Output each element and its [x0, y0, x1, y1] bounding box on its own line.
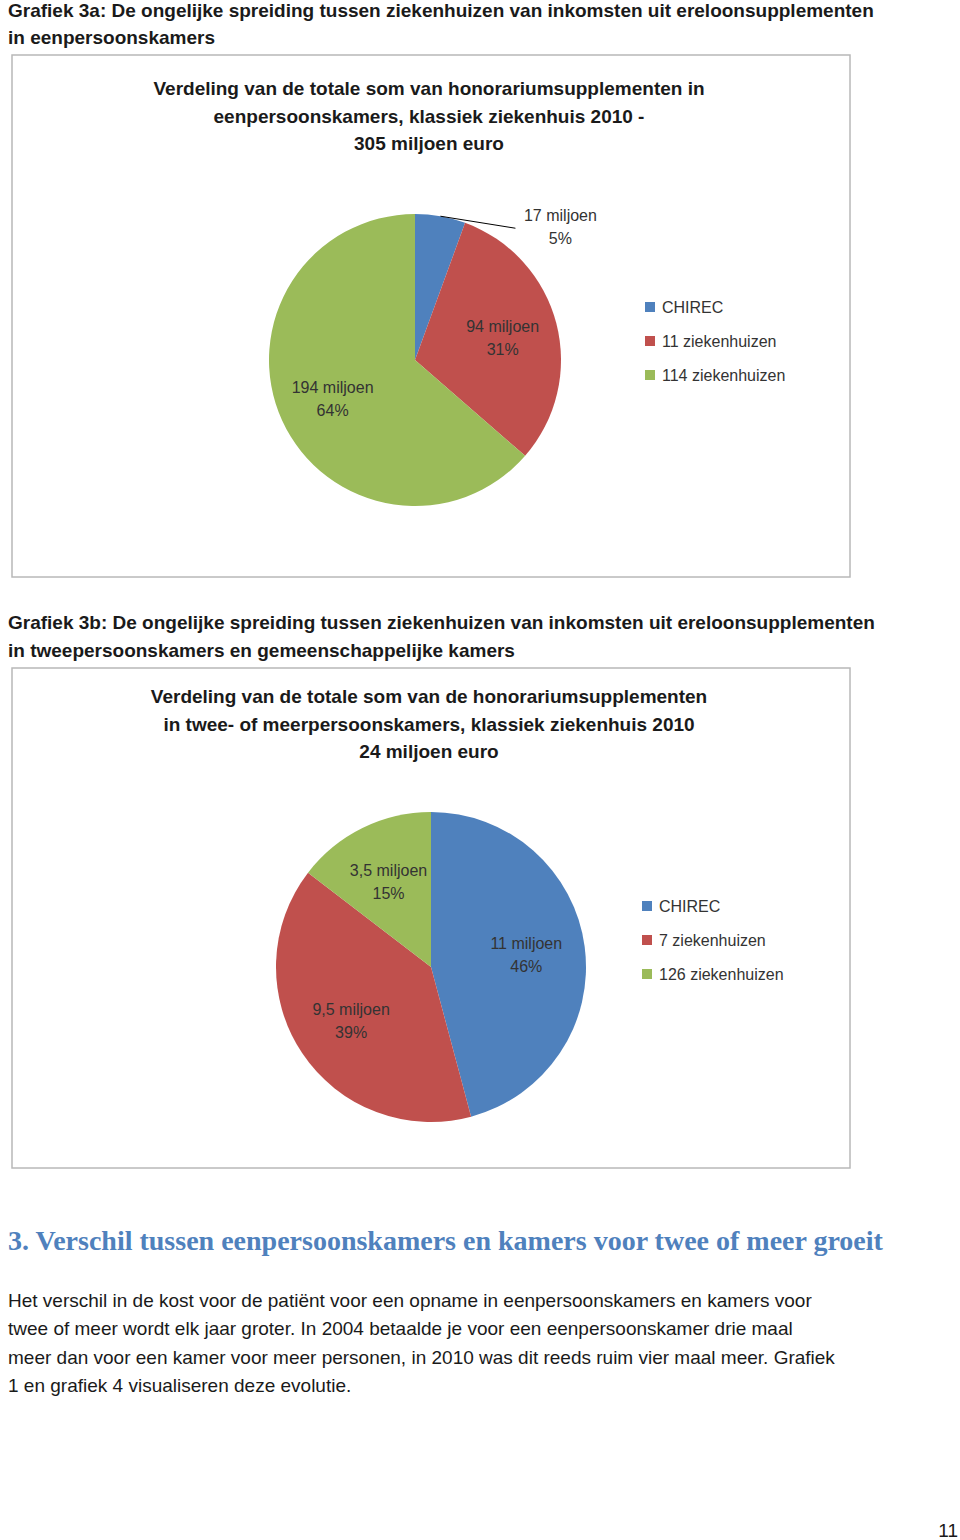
legend-swatch: [645, 302, 655, 312]
paragraph-line: twee of meer wordt elk jaar groter. In 2…: [8, 1318, 793, 1339]
data-label: 15%: [372, 885, 404, 902]
data-label: 31%: [487, 341, 519, 358]
data-label: 3,5 miljoen: [350, 862, 427, 879]
chart: Verdeling van de totale som van de honor…: [12, 668, 850, 1168]
caption: in eenpersoonskamers: [8, 27, 215, 48]
legend-label: 11 ziekenhuizen: [662, 333, 776, 350]
chart-title: eenpersoonskamers, klassiek ziekenhuis 2…: [214, 106, 645, 127]
caption: Grafiek 3a: De ongelijke spreiding tusse…: [8, 0, 874, 21]
chart-title: in twee- of meerpersoonskamers, klassiek…: [163, 714, 694, 735]
data-label: 11 miljoen: [490, 935, 562, 952]
data-label: 39%: [335, 1024, 367, 1041]
paragraph-line: 1 en grafiek 4 visualiseren deze evoluti…: [8, 1375, 351, 1396]
legend-label: 7 ziekenhuizen: [659, 932, 766, 949]
chart: Verdeling van de totale som van honorari…: [12, 55, 850, 577]
section-heading: 3. Verschil tussen eenpersoonskamers en …: [8, 1225, 884, 1256]
data-label: 17 miljoen: [524, 207, 597, 224]
data-label: 5%: [549, 230, 572, 247]
legend-swatch: [645, 370, 655, 380]
legend-label: CHIREC: [662, 299, 723, 316]
pie-slice: [308, 812, 431, 967]
page: Grafiek 3a: De ongelijke spreiding tusse…: [0, 0, 960, 1540]
data-label: 9,5 miljoen: [312, 1001, 389, 1018]
legend-label: 126 ziekenhuizen: [659, 966, 784, 983]
legend-swatch: [642, 935, 652, 945]
data-label: 64%: [317, 402, 349, 419]
chart-title: Verdeling van de totale som van de honor…: [151, 686, 707, 707]
leader-line: [440, 216, 515, 228]
caption: Grafiek 3b: De ongelijke spreiding tusse…: [8, 612, 875, 633]
pie-slice: [269, 214, 525, 506]
slices: [276, 812, 586, 1122]
data-labels: 11 miljoen 46% 9,5 miljoen 39% 3,5 miljoen 15…: [312, 862, 562, 1042]
chart-title: 305 miljoen euro: [354, 133, 504, 154]
chart-frame: [12, 668, 850, 1168]
legend-swatch: [642, 969, 652, 979]
legend: CHIREC 11 ziekenhuizen 114 ziekenhuizen: [645, 299, 785, 384]
data-labels: 17 miljoen 5% 94 miljoen 31% 194 miljoen 64%: [292, 207, 597, 418]
chart-title: Verdeling van de totale som van honorari…: [153, 78, 704, 99]
paragraph-line: Het verschil in de kost voor de patiënt …: [8, 1290, 812, 1311]
data-label: 194 miljoen: [292, 379, 374, 396]
paragraph-line: meer dan voor een kamer voor meer person…: [8, 1347, 835, 1368]
legend-label: 114 ziekenhuizen: [662, 367, 785, 384]
legend: CHIREC 7 ziekenhuizen 126 ziekenhuizen: [642, 898, 784, 983]
chart-frame: [12, 55, 850, 577]
slices: [269, 214, 561, 506]
chart-title: 24 miljoen euro: [359, 741, 498, 762]
data-label: 94 miljoen: [466, 318, 539, 335]
data-label: 46%: [510, 958, 542, 975]
legend-label: CHIREC: [659, 898, 720, 915]
legend-swatch: [642, 901, 652, 911]
legend-swatch: [645, 336, 655, 346]
page-number: 11: [938, 1520, 958, 1540]
caption: in tweepersoonskamers en gemeenschappeli…: [8, 640, 515, 661]
